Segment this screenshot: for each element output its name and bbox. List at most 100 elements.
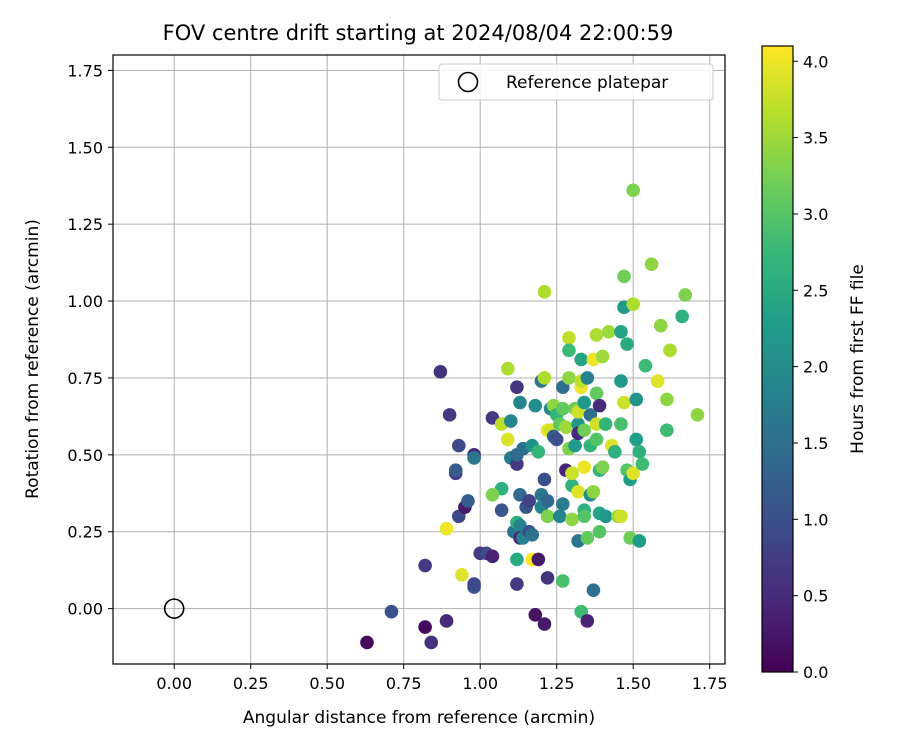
data-point xyxy=(485,549,500,564)
data-point xyxy=(418,558,432,573)
data-points xyxy=(360,183,705,650)
data-point xyxy=(650,374,665,388)
data-point xyxy=(690,408,705,422)
data-point xyxy=(537,285,552,299)
reference-platepar-marker xyxy=(163,598,185,619)
data-point xyxy=(629,392,644,407)
data-point xyxy=(620,337,634,351)
data-point xyxy=(580,531,595,545)
legend-box xyxy=(438,63,714,101)
y-axis-ticks: 0.00 0.25 0.50 0.75 1.00 1.25 1.50 1.75 xyxy=(67,61,113,619)
data-point xyxy=(626,297,640,311)
data-point xyxy=(522,494,536,508)
x-tick-label: 1.25 xyxy=(539,674,575,693)
data-point xyxy=(614,509,628,524)
data-point xyxy=(660,423,674,438)
data-point xyxy=(614,374,628,388)
colorbar-tick-label: 2.5 xyxy=(803,281,828,300)
data-point xyxy=(601,325,616,339)
data-point xyxy=(549,432,564,447)
data-point xyxy=(540,571,555,585)
data-point xyxy=(577,460,592,474)
data-point xyxy=(638,358,653,373)
data-point xyxy=(531,444,546,459)
data-point xyxy=(589,328,604,342)
chart-title: FOV centre drift starting at 2024/08/04 … xyxy=(163,21,674,45)
data-point xyxy=(424,635,439,650)
data-point xyxy=(537,617,552,631)
data-point xyxy=(617,395,631,410)
data-point xyxy=(598,417,613,431)
x-axis-ticks: 0.00 0.25 0.50 0.75 1.00 1.25 1.50 1.75 xyxy=(156,664,728,693)
data-point xyxy=(577,423,592,438)
data-point xyxy=(675,309,689,324)
data-point xyxy=(562,371,576,385)
data-point xyxy=(626,466,640,481)
x-axis-label: Angular distance from reference (arcmin) xyxy=(243,708,595,728)
data-point xyxy=(439,521,454,536)
y-tick-label: 0.00 xyxy=(67,600,103,619)
grid xyxy=(113,55,725,664)
data-point xyxy=(608,444,622,459)
colorbar-tick-label: 2.0 xyxy=(803,358,828,377)
data-point xyxy=(418,620,432,634)
data-point xyxy=(565,466,579,481)
data-point xyxy=(559,420,573,434)
data-point xyxy=(510,552,524,567)
y-axis-label: Rotation from reference (arcmin) xyxy=(23,219,43,499)
data-point xyxy=(562,343,576,358)
colorbar-label: Hours from first FF file xyxy=(848,264,868,454)
data-point xyxy=(513,395,527,410)
legend-marker-icon xyxy=(457,71,479,93)
colorbar-tick-label: 0.0 xyxy=(803,663,828,682)
data-point xyxy=(384,604,399,619)
data-point xyxy=(556,574,570,588)
data-point xyxy=(565,512,579,527)
x-tick-label: 1.50 xyxy=(615,674,651,693)
data-point xyxy=(556,401,570,416)
x-tick-label: 1.75 xyxy=(692,674,728,693)
data-point xyxy=(556,497,570,511)
data-point xyxy=(653,318,668,333)
data-point xyxy=(433,365,448,379)
data-point xyxy=(360,635,374,650)
data-point xyxy=(678,288,693,302)
data-point xyxy=(595,460,610,474)
data-point xyxy=(632,444,647,459)
data-point xyxy=(467,577,481,591)
data-point xyxy=(663,343,677,358)
data-point xyxy=(528,398,543,413)
colorbar-tick-label: 4.0 xyxy=(803,52,828,71)
y-tick-label: 0.25 xyxy=(67,523,103,542)
data-point xyxy=(537,371,552,385)
data-point xyxy=(528,607,543,622)
colorbar-tick-label: 1.0 xyxy=(803,510,828,529)
colorbar-tick-label: 0.5 xyxy=(803,587,828,606)
data-point xyxy=(510,577,524,591)
data-point xyxy=(485,488,500,502)
data-point xyxy=(644,257,659,271)
data-point xyxy=(451,438,466,453)
x-tick-label: 0.00 xyxy=(156,674,192,693)
data-point xyxy=(562,331,576,345)
data-point xyxy=(552,509,567,524)
y-tick-label: 1.75 xyxy=(67,61,103,80)
data-point xyxy=(525,528,540,542)
colorbar-tick-label: 3.5 xyxy=(803,129,828,148)
data-point xyxy=(592,524,607,539)
data-point xyxy=(531,552,546,567)
data-point xyxy=(540,494,555,508)
data-point xyxy=(540,509,555,524)
data-point xyxy=(455,568,469,582)
x-tick-label: 0.75 xyxy=(386,674,422,693)
data-point xyxy=(494,503,509,518)
data-point xyxy=(500,361,515,376)
x-tick-label: 0.50 xyxy=(309,674,345,693)
data-point xyxy=(586,583,601,597)
data-point xyxy=(598,509,613,524)
data-point xyxy=(660,392,674,407)
legend-entry-reference: Reference platepar xyxy=(506,73,668,93)
y-tick-label: 0.75 xyxy=(67,369,103,388)
data-point xyxy=(580,614,595,628)
